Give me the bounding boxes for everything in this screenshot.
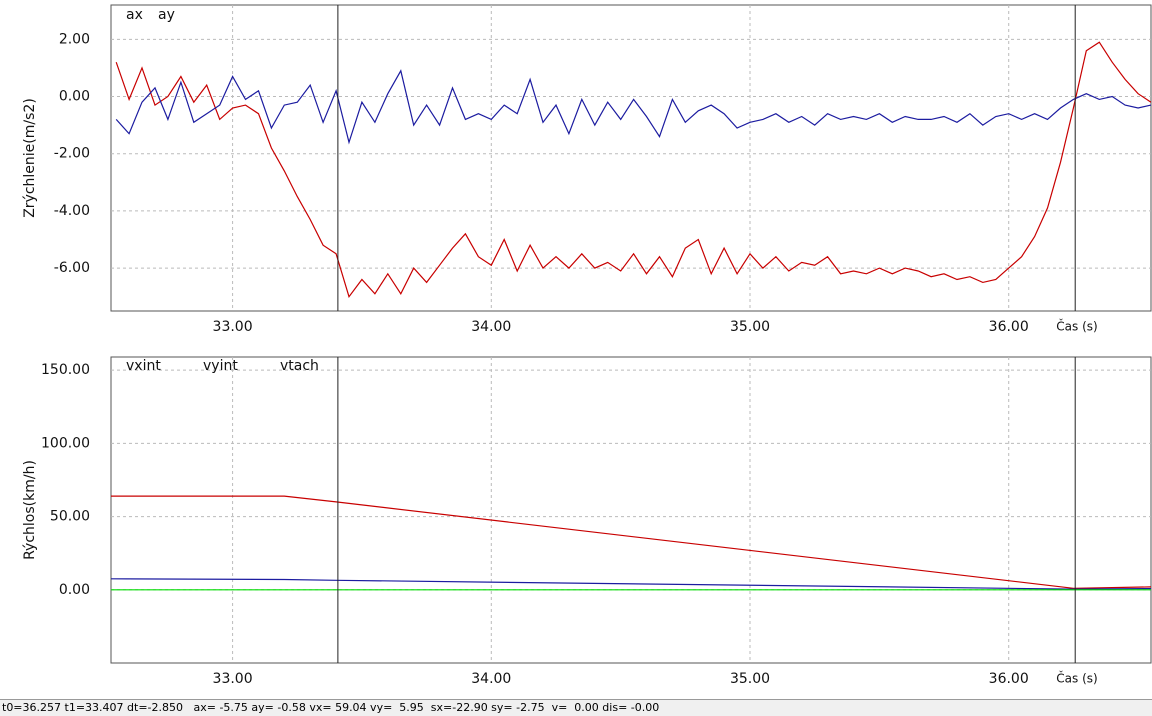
x-tick-label: 35.00 bbox=[730, 319, 770, 335]
status-bar: t0=36.257 t1=33.407 dt=-2.850 ax= -5.75 … bbox=[0, 699, 1152, 716]
plot-area bbox=[110, 4, 1152, 312]
plot-area bbox=[110, 356, 1152, 664]
series-line bbox=[115, 41, 1152, 299]
legend-entry: vyint bbox=[203, 358, 238, 374]
x-tick-label: 36.00 bbox=[989, 319, 1029, 335]
x-tick-label: 33.00 bbox=[213, 319, 253, 335]
x-axis-label: Čas (s) bbox=[1056, 319, 1097, 334]
series-line bbox=[111, 495, 1152, 589]
legend-entry: vxint bbox=[126, 358, 161, 374]
y-axis-label: Rýchlos(km/h) bbox=[22, 460, 38, 560]
x-tick-label: 33.00 bbox=[213, 671, 253, 687]
y-tick-label: -6.00 bbox=[54, 260, 90, 276]
x-tick-label: 36.00 bbox=[989, 671, 1029, 687]
y-tick-label: 100.00 bbox=[41, 435, 90, 451]
y-tick-label: 0.00 bbox=[59, 582, 90, 598]
legend-entry: ay bbox=[158, 7, 175, 23]
legend-entry: vtach bbox=[280, 358, 319, 374]
series-line bbox=[110, 578, 1152, 590]
x-tick-label: 35.00 bbox=[730, 671, 770, 687]
x-axis-label: Čas (s) bbox=[1056, 671, 1097, 686]
legend-entry: ax bbox=[126, 7, 143, 23]
charts: 2.00 0.00 -2.00 -4.00 -6.00 33.00 34.00 35.00 36… bbox=[22, 4, 1152, 687]
x-tick-label: 34.00 bbox=[471, 671, 511, 687]
y-axis-label: Zrýchlenie(m/s2) bbox=[22, 98, 38, 218]
y-tick-label: -4.00 bbox=[54, 203, 90, 219]
y-tick-label: 50.00 bbox=[50, 509, 90, 525]
y-tick-label: 150.00 bbox=[41, 362, 90, 378]
y-tick-label: -2.00 bbox=[54, 146, 90, 162]
y-tick-label: 0.00 bbox=[59, 89, 90, 105]
y-tick-label: 2.00 bbox=[59, 31, 90, 47]
series-line bbox=[115, 69, 1152, 145]
x-tick-label: 34.00 bbox=[471, 319, 511, 335]
